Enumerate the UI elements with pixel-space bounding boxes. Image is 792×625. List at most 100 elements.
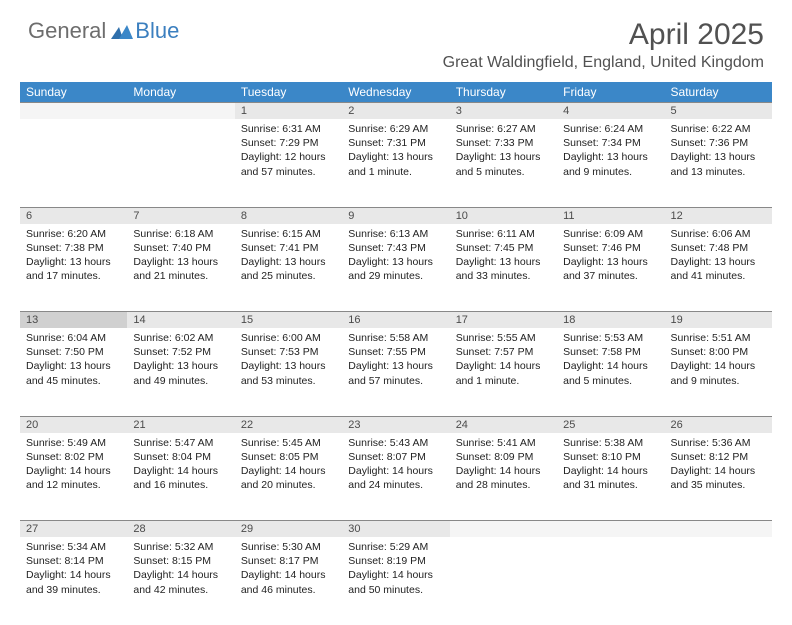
sunrise-text: Sunrise: 6:20 AM (26, 227, 121, 241)
sunrise-text: Sunrise: 6:18 AM (133, 227, 228, 241)
sunrise-text: Sunrise: 5:49 AM (26, 436, 121, 450)
daylight-text: Daylight: 13 hours and 29 minutes. (348, 255, 443, 283)
day-content-cell: Sunrise: 5:36 AMSunset: 8:12 PMDaylight:… (665, 433, 772, 521)
day-content-cell: Sunrise: 6:27 AMSunset: 7:33 PMDaylight:… (450, 119, 557, 207)
day-content-cell: Sunrise: 6:18 AMSunset: 7:40 PMDaylight:… (127, 224, 234, 312)
sunrise-text: Sunrise: 5:45 AM (241, 436, 336, 450)
daylight-text: Daylight: 13 hours and 25 minutes. (241, 255, 336, 283)
day-number-cell: 9 (342, 207, 449, 224)
sunrise-text: Sunrise: 5:29 AM (348, 540, 443, 554)
sunset-text: Sunset: 7:48 PM (671, 241, 766, 255)
day-content-cell: Sunrise: 6:22 AMSunset: 7:36 PMDaylight:… (665, 119, 772, 207)
day-content-cell: Sunrise: 6:13 AMSunset: 7:43 PMDaylight:… (342, 224, 449, 312)
day-content-cell: Sunrise: 5:45 AMSunset: 8:05 PMDaylight:… (235, 433, 342, 521)
sunrise-text: Sunrise: 6:15 AM (241, 227, 336, 241)
day-number-cell: 2 (342, 103, 449, 120)
sunrise-text: Sunrise: 6:13 AM (348, 227, 443, 241)
day-content-cell: Sunrise: 6:31 AMSunset: 7:29 PMDaylight:… (235, 119, 342, 207)
day-number-cell: 4 (557, 103, 664, 120)
sunset-text: Sunset: 7:45 PM (456, 241, 551, 255)
day-number-cell: 1 (235, 103, 342, 120)
daylight-text: Daylight: 14 hours and 28 minutes. (456, 464, 551, 492)
day-number-cell: 28 (127, 521, 234, 538)
sunrise-text: Sunrise: 5:43 AM (348, 436, 443, 450)
day-content-row: Sunrise: 6:20 AMSunset: 7:38 PMDaylight:… (20, 224, 772, 312)
daylight-text: Daylight: 13 hours and 41 minutes. (671, 255, 766, 283)
daylight-text: Daylight: 13 hours and 9 minutes. (563, 150, 658, 178)
day-number-cell: 8 (235, 207, 342, 224)
daylight-text: Daylight: 14 hours and 42 minutes. (133, 568, 228, 596)
day-number-cell: 18 (557, 312, 664, 329)
header: General Blue April 2025 Great Waldingfie… (0, 0, 792, 72)
day-number-cell: 30 (342, 521, 449, 538)
day-content-cell (127, 119, 234, 207)
sunset-text: Sunset: 8:12 PM (671, 450, 766, 464)
day-number-cell: 11 (557, 207, 664, 224)
sunset-text: Sunset: 7:33 PM (456, 136, 551, 150)
day-content-cell: Sunrise: 5:53 AMSunset: 7:58 PMDaylight:… (557, 328, 664, 416)
logo: General Blue (28, 18, 179, 44)
sunset-text: Sunset: 7:55 PM (348, 345, 443, 359)
day-number-cell: 7 (127, 207, 234, 224)
sunset-text: Sunset: 8:15 PM (133, 554, 228, 568)
day-content-cell: Sunrise: 5:38 AMSunset: 8:10 PMDaylight:… (557, 433, 664, 521)
day-number-cell: 6 (20, 207, 127, 224)
title-block: April 2025 Great Waldingfield, England, … (443, 18, 764, 72)
logo-icon (111, 25, 133, 44)
sunset-text: Sunset: 7:58 PM (563, 345, 658, 359)
sunrise-text: Sunrise: 6:22 AM (671, 122, 766, 136)
sunrise-text: Sunrise: 6:24 AM (563, 122, 658, 136)
day-number-cell (665, 521, 772, 538)
col-friday: Friday (557, 82, 664, 103)
daylight-text: Daylight: 14 hours and 16 minutes. (133, 464, 228, 492)
day-number-cell: 19 (665, 312, 772, 329)
daylight-text: Daylight: 14 hours and 39 minutes. (26, 568, 121, 596)
day-number-cell: 12 (665, 207, 772, 224)
sunrise-text: Sunrise: 6:02 AM (133, 331, 228, 345)
sunset-text: Sunset: 7:52 PM (133, 345, 228, 359)
sunrise-text: Sunrise: 5:58 AM (348, 331, 443, 345)
day-number-cell: 15 (235, 312, 342, 329)
day-number-cell: 22 (235, 416, 342, 433)
location-subtitle: Great Waldingfield, England, United King… (443, 54, 764, 72)
day-content-cell: Sunrise: 6:04 AMSunset: 7:50 PMDaylight:… (20, 328, 127, 416)
sunrise-text: Sunrise: 5:32 AM (133, 540, 228, 554)
sunrise-text: Sunrise: 6:00 AM (241, 331, 336, 345)
day-number-cell: 21 (127, 416, 234, 433)
sunrise-text: Sunrise: 6:11 AM (456, 227, 551, 241)
daynum-row: 6789101112 (20, 207, 772, 224)
daylight-text: Daylight: 13 hours and 37 minutes. (563, 255, 658, 283)
sunrise-text: Sunrise: 5:41 AM (456, 436, 551, 450)
logo-text-blue: Blue (135, 18, 179, 44)
daylight-text: Daylight: 13 hours and 17 minutes. (26, 255, 121, 283)
sunrise-text: Sunrise: 6:27 AM (456, 122, 551, 136)
day-header-row: Sunday Monday Tuesday Wednesday Thursday… (20, 82, 772, 103)
day-number-cell: 3 (450, 103, 557, 120)
daynum-row: 12345 (20, 103, 772, 120)
sunset-text: Sunset: 8:10 PM (563, 450, 658, 464)
day-content-cell: Sunrise: 5:43 AMSunset: 8:07 PMDaylight:… (342, 433, 449, 521)
daylight-text: Daylight: 12 hours and 57 minutes. (241, 150, 336, 178)
day-number-cell: 5 (665, 103, 772, 120)
day-content-cell: Sunrise: 6:11 AMSunset: 7:45 PMDaylight:… (450, 224, 557, 312)
daylight-text: Daylight: 14 hours and 20 minutes. (241, 464, 336, 492)
day-number-cell: 13 (20, 312, 127, 329)
day-number-cell: 16 (342, 312, 449, 329)
daylight-text: Daylight: 13 hours and 45 minutes. (26, 359, 121, 387)
daylight-text: Daylight: 13 hours and 57 minutes. (348, 359, 443, 387)
sunset-text: Sunset: 8:02 PM (26, 450, 121, 464)
sunrise-text: Sunrise: 5:34 AM (26, 540, 121, 554)
sunrise-text: Sunrise: 6:04 AM (26, 331, 121, 345)
calendar-table: Sunday Monday Tuesday Wednesday Thursday… (20, 82, 772, 625)
day-content-row: Sunrise: 5:49 AMSunset: 8:02 PM Daylight:… (20, 433, 772, 521)
day-number-cell: 10 (450, 207, 557, 224)
day-number-cell: 14 (127, 312, 234, 329)
day-number-cell (450, 521, 557, 538)
sunrise-text: Sunrise: 5:36 AM (671, 436, 766, 450)
daylight-text: Daylight: 14 hours and 1 minute. (456, 359, 551, 387)
sunset-text: Sunset: 8:17 PM (241, 554, 336, 568)
sunrise-text: Sunrise: 6:09 AM (563, 227, 658, 241)
col-sunday: Sunday (20, 82, 127, 103)
day-content-cell: Sunrise: 6:15 AMSunset: 7:41 PMDaylight:… (235, 224, 342, 312)
sunrise-text: Sunrise: 6:29 AM (348, 122, 443, 136)
